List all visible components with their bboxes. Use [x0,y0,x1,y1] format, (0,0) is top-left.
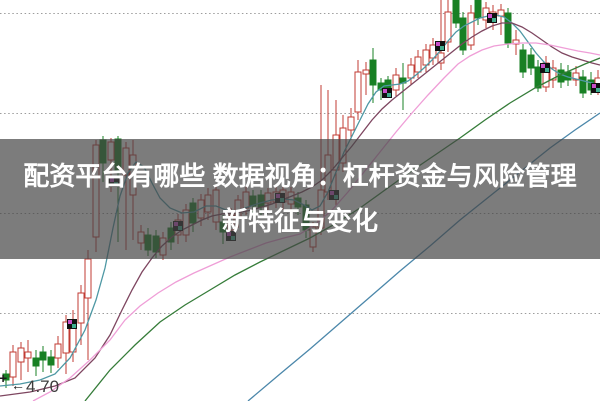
event-flag-icon [382,88,392,98]
event-flag-icon [487,13,497,23]
headline-line2: 新特征与变化 [221,206,378,236]
candle [504,8,512,48]
event-flag-icon [67,319,77,329]
candle [77,285,85,345]
candle [392,68,400,96]
candle [512,30,520,55]
low-arrow-icon: ← [11,377,25,393]
event-flag-icon [540,63,550,73]
candle [347,108,355,140]
headline-overlay: 配资平台有哪些 数据视角：杠杆资金与风险管理 新特征与变化 [0,139,600,259]
candle [474,0,482,25]
candle [54,336,62,368]
candle [452,0,460,28]
candle [39,346,47,372]
candle [32,350,40,376]
candle [362,62,370,95]
candle [47,350,55,373]
candle [579,70,587,98]
candle [459,12,467,55]
candle [69,310,77,362]
candle [549,60,557,88]
candle [369,48,377,103]
headline-line1: 配资平台有哪些 数据视角：杠杆资金与风险管理 [23,161,577,191]
event-flag-icon [435,41,445,51]
candle [9,345,17,386]
candle [572,66,580,86]
candle [467,5,475,50]
candle [62,315,70,374]
event-flag-icon [591,83,600,93]
candle [84,250,92,360]
candle [564,65,572,86]
candle [527,48,535,75]
candle [497,4,505,35]
candle [354,60,362,120]
edge-tick-mark: + [0,370,8,386]
candle [422,44,430,72]
candle [17,342,25,380]
low-price-label: 4.70 [26,377,60,396]
candle [519,44,527,78]
candle [24,340,32,372]
candle [399,63,407,110]
